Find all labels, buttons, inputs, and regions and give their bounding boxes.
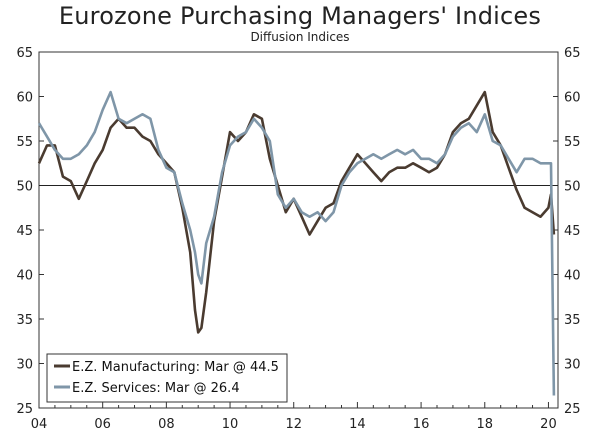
y-tick-label-right: 65 xyxy=(564,46,581,61)
y-axis-left: 25 30 35 40 45 50 55 60 65 xyxy=(16,46,44,417)
x-tick-label: 10 xyxy=(222,417,239,432)
y-tick-label-right: 45 xyxy=(564,224,581,239)
y-tick-label-left: 60 xyxy=(16,91,33,106)
y-tick-label-left: 30 xyxy=(16,358,33,373)
manufacturing-line xyxy=(37,90,556,334)
chart-subtitle: Diffusion Indices xyxy=(250,30,350,44)
x-tick-label: 08 xyxy=(158,417,175,432)
services-line xyxy=(37,90,556,396)
y-tick-label-left: 40 xyxy=(16,269,33,284)
y-axis-right: 25 30 35 40 45 50 55 60 65 xyxy=(553,46,581,417)
x-tick-label: 16 xyxy=(413,417,430,432)
x-tick-label: 20 xyxy=(540,417,557,432)
x-tick-label: 06 xyxy=(94,417,111,432)
y-tick-label-left: 25 xyxy=(16,402,33,417)
legend-label: E.Z. Manufacturing: Mar @ 44.5 xyxy=(72,360,279,375)
y-tick-label-left: 50 xyxy=(16,180,33,195)
x-tick-label: 12 xyxy=(285,417,302,432)
y-tick-label-right: 40 xyxy=(564,269,581,284)
y-tick-label-right: 55 xyxy=(564,135,581,150)
y-tick-label-left: 55 xyxy=(16,135,33,150)
chart-title: Eurozone Purchasing Managers' Indices xyxy=(58,2,542,30)
y-tick-label-right: 60 xyxy=(564,91,581,106)
y-tick-label-left: 35 xyxy=(16,313,33,328)
y-tick-label-right: 35 xyxy=(564,313,581,328)
legend-label: E.Z. Services: Mar @ 26.4 xyxy=(72,381,240,396)
x-tick-label: 04 xyxy=(31,417,48,432)
y-tick-label-right: 50 xyxy=(564,180,581,195)
x-axis: 04 06 08 10 12 14 16 18 20 xyxy=(31,402,557,432)
x-tick-label: 18 xyxy=(476,417,493,432)
y-tick-label-right: 30 xyxy=(564,358,581,373)
y-tick-label-left: 65 xyxy=(16,46,33,61)
y-tick-label-right: 25 xyxy=(564,402,581,417)
legend-box xyxy=(46,353,288,403)
series-layer xyxy=(37,90,556,396)
legend: E.Z. Manufacturing: Mar @ 44.5 E.Z. Servi… xyxy=(46,353,288,403)
x-tick-label: 14 xyxy=(349,417,366,432)
y-tick-label-left: 45 xyxy=(16,224,33,239)
